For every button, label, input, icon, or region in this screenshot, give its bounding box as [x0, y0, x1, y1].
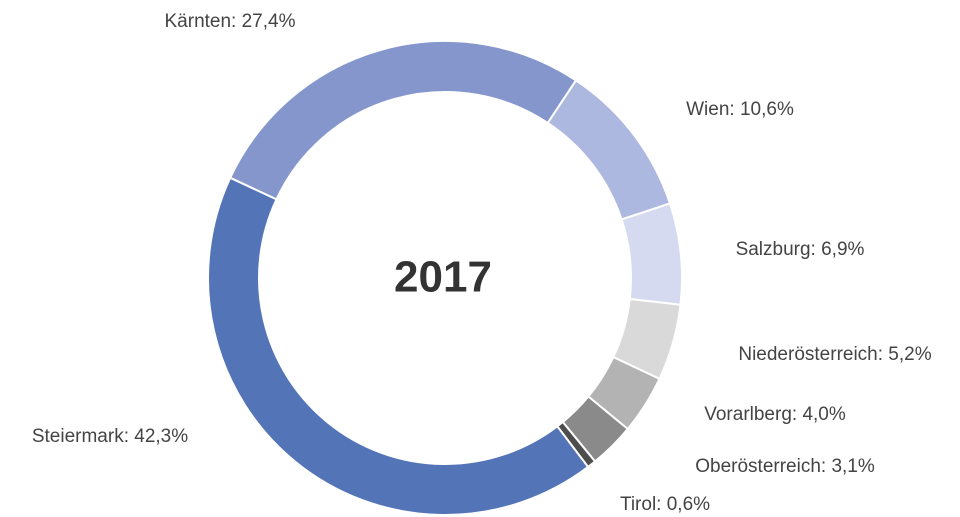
data-label: Steiermark: 42,3%	[32, 426, 188, 447]
slice	[546, 79, 672, 221]
slice	[228, 40, 578, 201]
data-label: Kärnten: 27,4%	[165, 11, 296, 32]
data-label: Salzburg: 6,9%	[736, 239, 865, 260]
donut	[207, 40, 683, 516]
data-label: Niederösterreich: 5,2%	[738, 344, 931, 365]
slice	[207, 176, 590, 516]
data-label: Vorarlberg: 4,0%	[704, 404, 846, 425]
data-label: Wien: 10,6%	[686, 99, 794, 120]
slice	[620, 202, 683, 306]
center-label: 2017	[394, 253, 492, 302]
data-label: Oberösterreich: 3,1%	[695, 456, 875, 477]
data-label: Tirol: 0,6%	[620, 494, 710, 515]
